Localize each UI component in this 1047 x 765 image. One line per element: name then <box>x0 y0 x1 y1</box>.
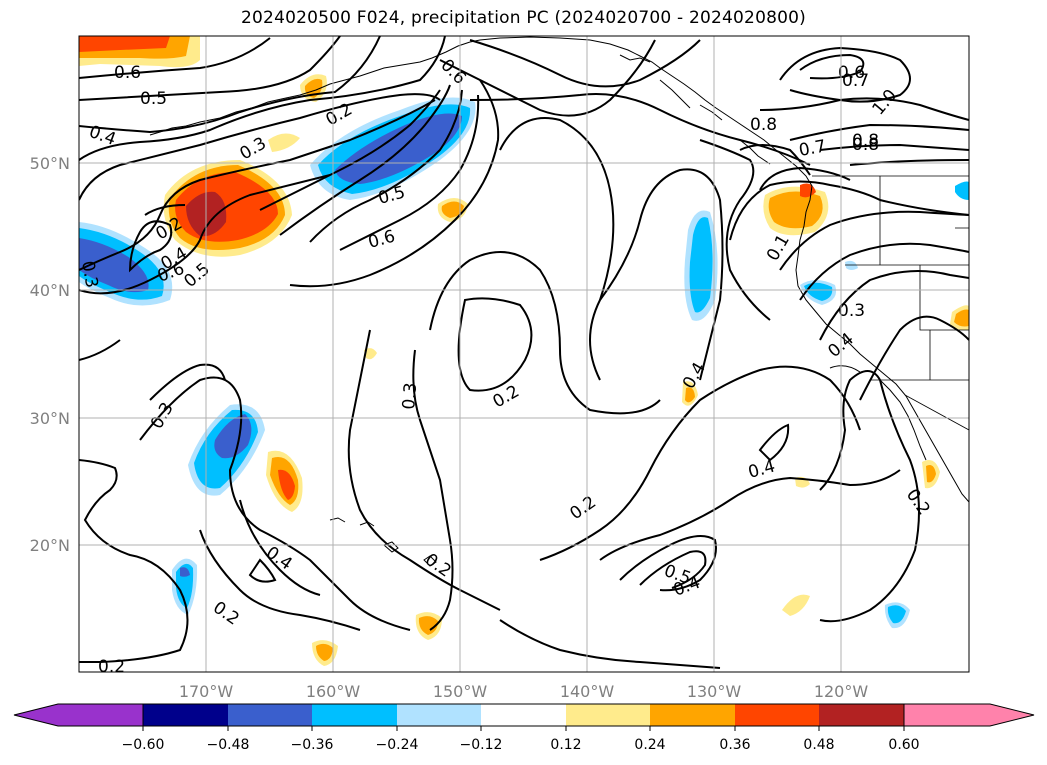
colorbar-segment <box>650 704 735 726</box>
lon-tick-label: 170°W <box>179 682 234 701</box>
colorbar-tick-labels: −0.60 −0.48 −0.36 −0.24 −0.12 0.12 0.24 … <box>122 737 920 753</box>
lon-tick-label: 140°W <box>560 682 615 701</box>
lon-tick-label: 150°W <box>433 682 488 701</box>
colorbar-ticks <box>142 726 905 731</box>
coastlines <box>149 36 969 567</box>
colorbar-tick-label: −0.48 <box>207 737 250 753</box>
contour-label: 0.3 <box>399 382 421 411</box>
lat-tick-label: 40°N <box>30 281 70 300</box>
gridlines <box>79 36 969 672</box>
lon-tick-label: 120°W <box>814 682 869 701</box>
contour-label: 0.5 <box>140 89 167 109</box>
contour-label: 0.8 <box>852 135 879 155</box>
contour-label: 0.6 <box>838 63 865 83</box>
colorbar: −0.60 −0.48 −0.36 −0.24 −0.12 0.12 0.24 … <box>13 703 1035 753</box>
lon-tick-label: 130°W <box>687 682 742 701</box>
colorbar-extend-high <box>903 703 1035 727</box>
contour-label: 0.7 <box>797 137 827 161</box>
contour-label: 0.3 <box>838 301 865 321</box>
lat-tick-label: 50°N <box>30 154 70 173</box>
lat-tick-label: 30°N <box>30 409 70 428</box>
colorbar-segment <box>566 704 650 726</box>
colorbar-segment <box>312 704 397 726</box>
colorbar-segment <box>397 704 481 726</box>
colorbar-tick-label: 0.12 <box>550 737 581 753</box>
positive-anomaly-fills <box>79 36 969 666</box>
contour-label: 0.2 <box>98 657 125 677</box>
colorbar-tick-label: 0.48 <box>803 737 834 753</box>
contour-label: 0.7 <box>842 71 869 91</box>
colorbar-segment <box>481 704 566 726</box>
contour-lines <box>79 36 969 669</box>
contour-label: 0.3 <box>77 259 101 289</box>
colorbar-tick-label: −0.60 <box>122 737 165 753</box>
lon-tick-labels: 170°W 160°W 150°W 140°W 130°W 120°W <box>179 682 869 701</box>
chart-title: 2024020500 F024, precipitation PC (20240… <box>241 8 806 28</box>
colorbar-tick-label: 0.24 <box>634 737 665 753</box>
map-panel: 0.6 0.5 0.4 0.3 0.2 0.5 0.6 0.6 0.7 0.8 … <box>77 36 969 677</box>
colorbar-tick-label: −0.36 <box>291 737 334 753</box>
contour-label: 0.8 <box>852 131 879 151</box>
contour-label: 0.6 <box>114 63 141 83</box>
colorbar-segment <box>735 704 819 726</box>
contour-label: 0.8 <box>750 115 777 135</box>
lat-tick-labels: 20°N 30°N 40°N 50°N <box>30 154 70 555</box>
colorbar-tick-label: −0.12 <box>460 737 503 753</box>
colorbar-segment <box>228 704 312 726</box>
colorbar-segment <box>819 704 904 726</box>
colorbar-tick-label: 0.60 <box>888 737 919 753</box>
lat-tick-label: 20°N <box>30 536 70 555</box>
lon-tick-label: 160°W <box>306 682 361 701</box>
map-frame <box>78 35 970 673</box>
colorbar-extend-low <box>13 703 144 727</box>
negative-anomaly-fills <box>79 97 969 629</box>
colorbar-frame <box>142 703 905 727</box>
colorbar-tick-label: 0.36 <box>719 737 750 753</box>
colorbar-tick-label: −0.24 <box>376 737 419 753</box>
colorbar-segment <box>143 704 228 726</box>
